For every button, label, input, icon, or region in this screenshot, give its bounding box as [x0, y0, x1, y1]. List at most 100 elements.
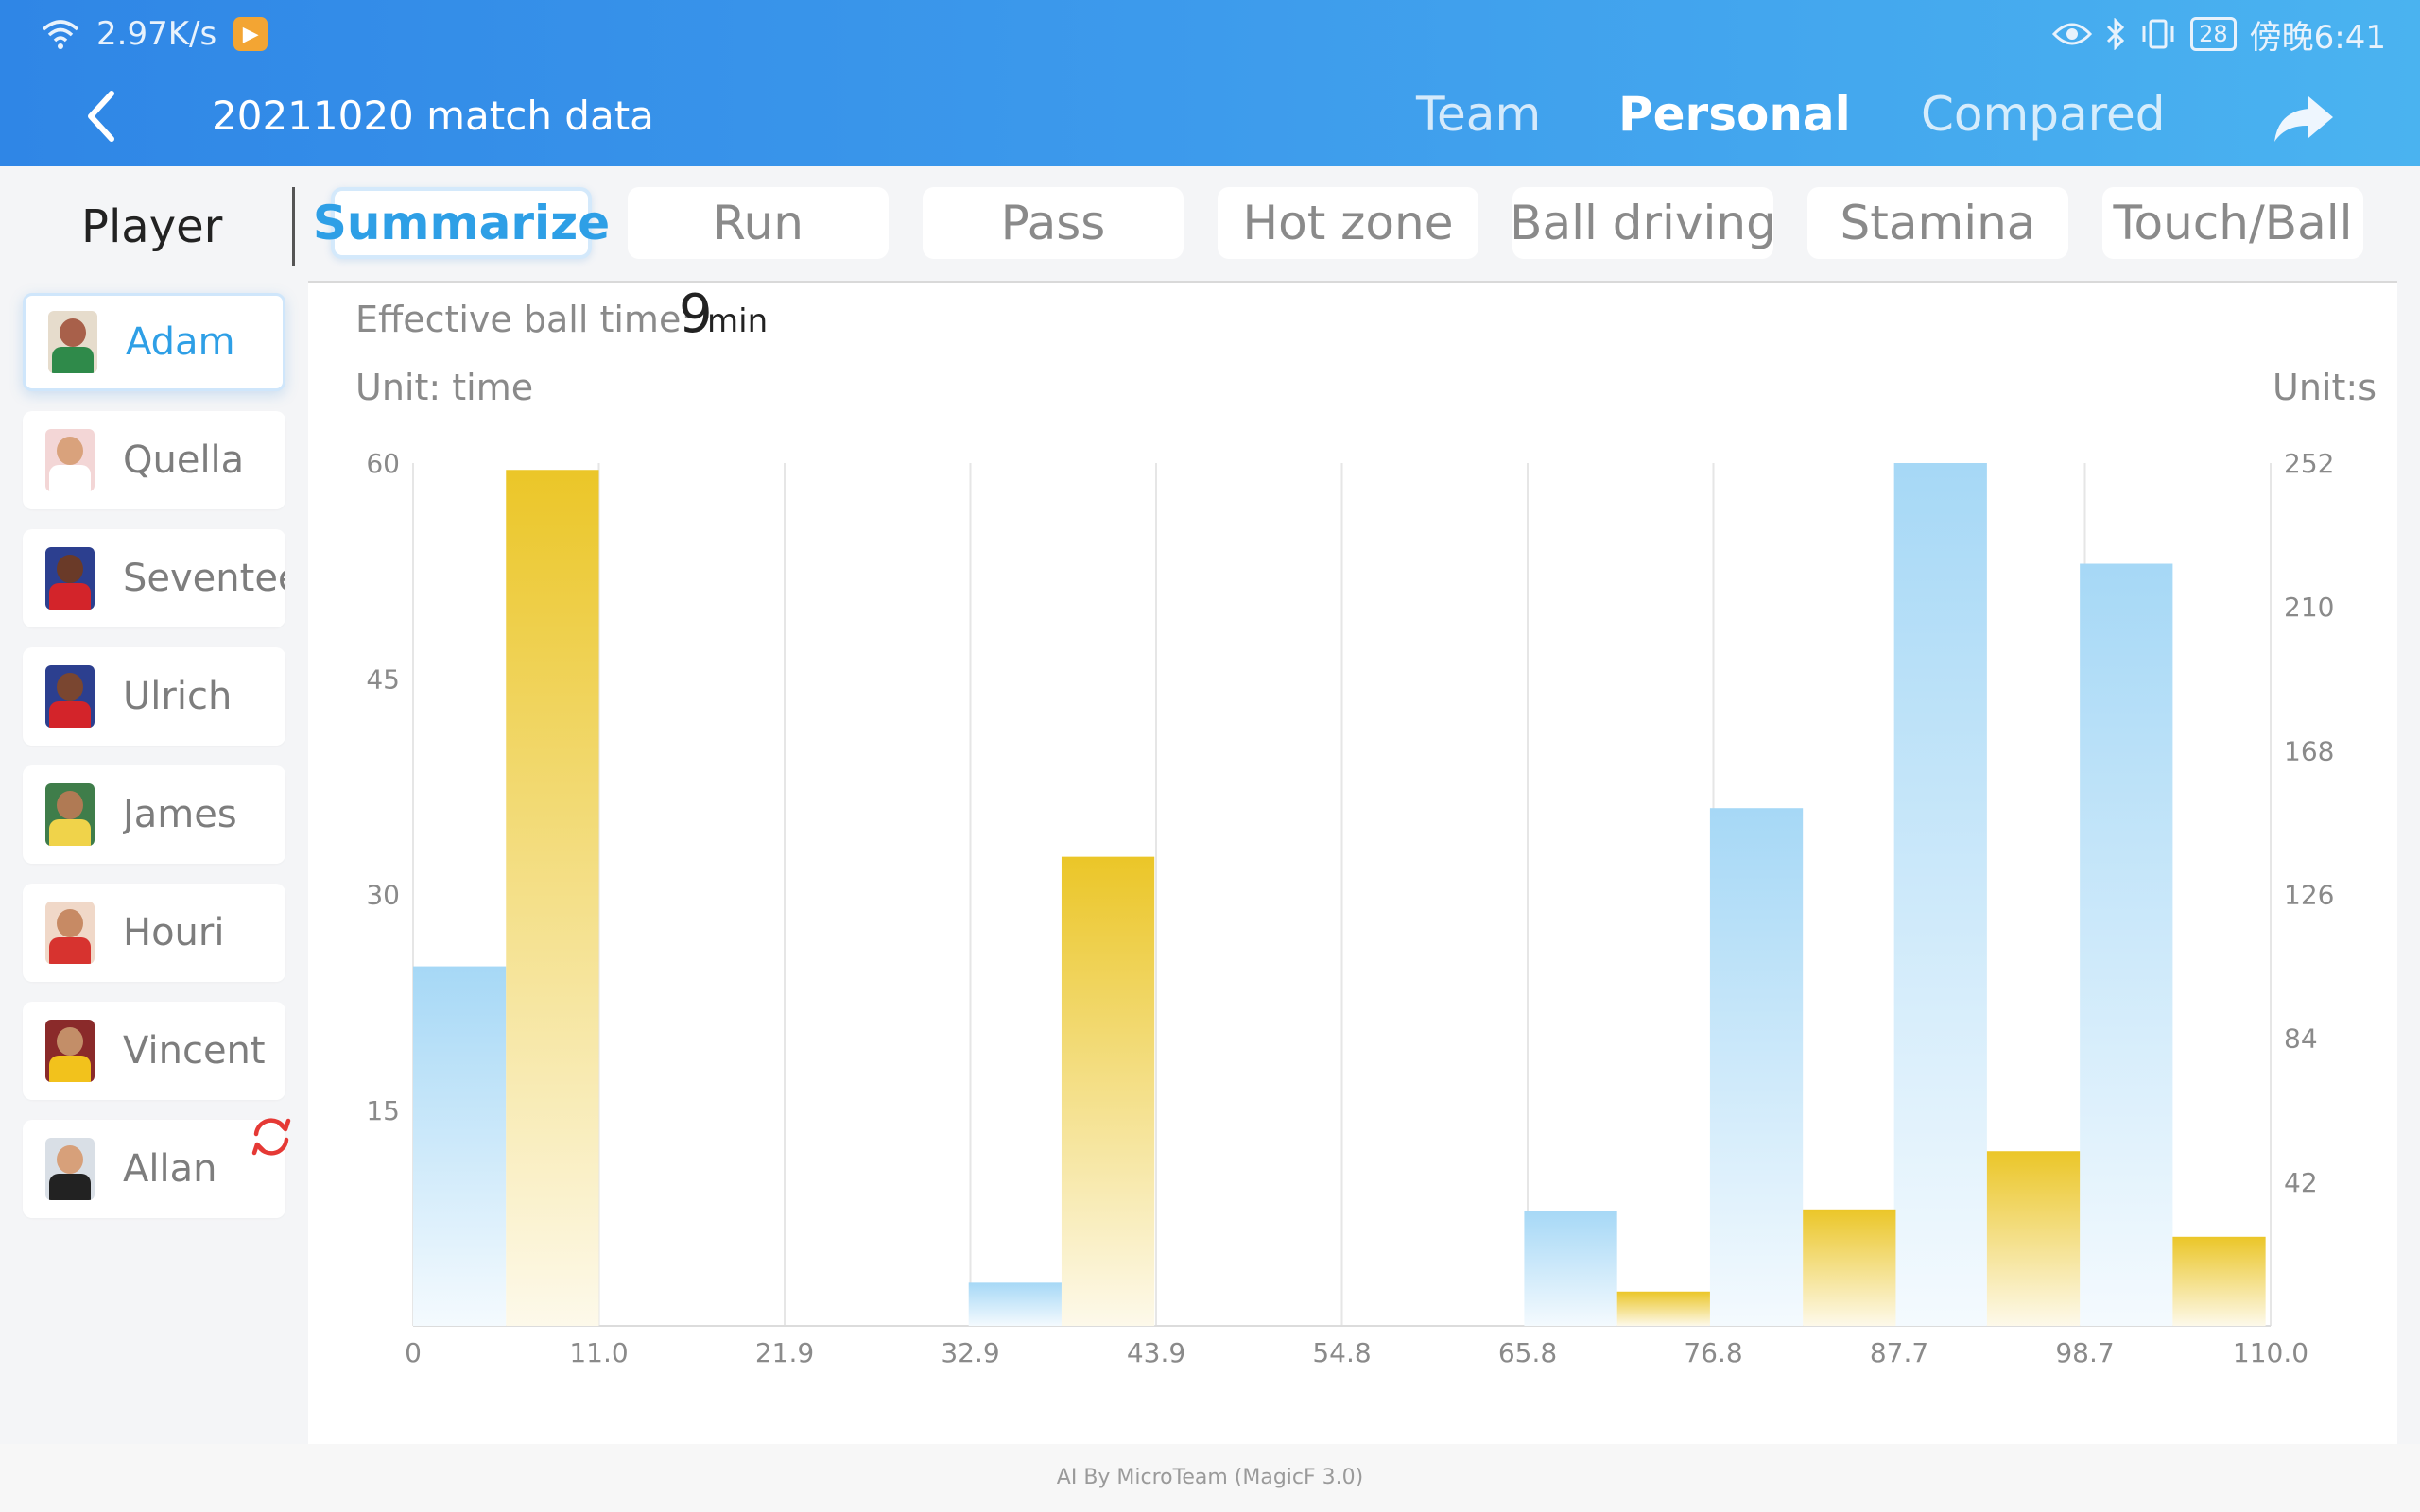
share-arrow-icon: [2274, 96, 2333, 142]
x-tick-label: 43.9: [1127, 1337, 1185, 1368]
avatar-face: [57, 437, 83, 465]
avatar-shirt: [49, 583, 91, 610]
avatar: [45, 1020, 95, 1082]
avatar-face: [57, 673, 83, 701]
player-item-ulrich[interactable]: Ulrich: [23, 647, 285, 746]
player-item-james[interactable]: James: [23, 765, 285, 864]
avatar: [45, 547, 95, 610]
player-name: Vincent: [123, 1029, 266, 1073]
bar-count: [1524, 1211, 1617, 1326]
right-y-tick-label: 42: [2284, 1167, 2318, 1198]
player-name: James: [123, 793, 237, 836]
player-name: Quella: [123, 438, 245, 482]
status-bar-left: 2.97K/s ▶: [42, 13, 268, 55]
tab-summarize[interactable]: Summarize: [313, 187, 610, 259]
avatar: [45, 429, 95, 491]
x-tick-label: 87.7: [1870, 1337, 1928, 1368]
x-tick-label: 98.7: [2055, 1337, 2114, 1368]
avatar-shirt: [49, 1056, 91, 1082]
avatar-shirt: [49, 1174, 91, 1200]
wifi-icon: [42, 20, 79, 49]
section-tabs: Summarize Run Pass Hot zone Ball driving…: [313, 187, 2401, 263]
tab-stamina[interactable]: Stamina: [1807, 187, 2068, 259]
avatar-shirt: [52, 347, 94, 373]
x-tick-label: 76.8: [1684, 1337, 1742, 1368]
app-header: 2.97K/s ▶ 28 傍晚6:41 20211020 match data …: [0, 0, 2420, 166]
play-icon: ▶: [233, 17, 268, 51]
clock: 傍晚6:41: [2249, 18, 2386, 57]
x-tick-label: 21.9: [755, 1337, 814, 1368]
vibrate-icon: [2142, 19, 2174, 49]
x-tick-label: 65.8: [1498, 1337, 1557, 1368]
avatar: [48, 311, 97, 373]
bar-seconds: [506, 470, 599, 1326]
player-item-allan[interactable]: Allan: [23, 1120, 285, 1218]
effective-ball-time-unit: min: [707, 302, 769, 340]
tab-hot-zone[interactable]: Hot zone: [1218, 187, 1478, 259]
avatar: [45, 665, 95, 728]
player-name: Seventee: [123, 557, 285, 600]
summary-panel: Effective ball time: 9 min Unit: time Un…: [308, 284, 2397, 1444]
avatar-shirt: [49, 819, 91, 846]
view-tabs: Team Personal Compared: [0, 87, 2420, 153]
back-button[interactable]: [78, 87, 125, 146]
tabs-underline: [308, 281, 2397, 283]
avatar-face: [57, 791, 83, 819]
bar-count: [413, 966, 507, 1326]
tab-personal[interactable]: Personal: [1618, 87, 1851, 142]
bar-count: [968, 1282, 1062, 1326]
x-tick-label: 0: [405, 1337, 422, 1368]
player-item-seventee[interactable]: Seventee: [23, 529, 285, 627]
bar-count: [1893, 463, 1987, 1326]
right-y-tick-label: 252: [2284, 448, 2334, 479]
x-tick-label: 110.0: [2233, 1337, 2308, 1368]
bar-seconds: [2172, 1236, 2266, 1326]
avatar-shirt: [49, 701, 91, 728]
page-title: 20211020 match data: [212, 93, 654, 139]
tab-ball-driving[interactable]: Ball driving: [1510, 187, 1776, 259]
right-axis-unit: Unit:s: [2273, 367, 2377, 408]
avatar: [45, 1138, 95, 1200]
left-axis-unit: Unit: time: [355, 367, 534, 408]
avatar-shirt: [49, 937, 91, 964]
status-bar-right: 28 傍晚6:41: [2052, 13, 2386, 57]
effective-ball-time-value: 9: [679, 284, 713, 345]
tab-pass[interactable]: Pass: [923, 187, 1184, 259]
player-item-adam[interactable]: Adam: [23, 293, 285, 391]
bar-seconds: [1986, 1151, 2081, 1326]
share-button[interactable]: [2271, 91, 2337, 147]
player-name: Houri: [123, 911, 225, 954]
bar-seconds: [1061, 856, 1155, 1326]
player-item-quella[interactable]: Quella: [23, 411, 285, 509]
bar-count: [2080, 563, 2173, 1326]
left-y-tick-label: 45: [366, 663, 400, 695]
avatar-face: [57, 1145, 83, 1174]
avatar-face: [57, 1027, 83, 1056]
right-y-tick-label: 126: [2284, 880, 2334, 911]
tab-compared[interactable]: Compared: [1921, 87, 2166, 142]
tab-touch-ball[interactable]: Touch/Ball: [2102, 187, 2363, 259]
right-y-tick-label: 84: [2284, 1023, 2318, 1055]
refresh-icon[interactable]: [248, 1113, 295, 1160]
battery-indicator: 28: [2190, 17, 2237, 51]
eye-icon: [2052, 23, 2093, 45]
player-name: Ulrich: [123, 675, 233, 718]
x-tick-label: 32.9: [941, 1337, 999, 1368]
tab-team[interactable]: Team: [1416, 87, 1542, 142]
avatar-face: [57, 909, 83, 937]
player-item-houri[interactable]: Houri: [23, 884, 285, 982]
player-item-vincent[interactable]: Vincent: [23, 1002, 285, 1100]
tab-run[interactable]: Run: [628, 187, 889, 259]
avatar-face: [57, 555, 83, 583]
bar-seconds: [1803, 1209, 1896, 1326]
divider: [292, 187, 295, 266]
player-name: Allan: [123, 1147, 217, 1191]
footer-credit: AI By MicroTeam (MagicF 3.0): [0, 1444, 2420, 1512]
x-tick-label: 11.0: [569, 1337, 628, 1368]
x-tick-label: 54.8: [1312, 1337, 1371, 1368]
avatar: [45, 902, 95, 964]
avatar: [45, 783, 95, 846]
left-y-tick-label: 15: [366, 1095, 400, 1126]
effective-ball-time-label: Effective ball time:: [355, 299, 694, 340]
bluetooth-icon: [2107, 18, 2125, 50]
